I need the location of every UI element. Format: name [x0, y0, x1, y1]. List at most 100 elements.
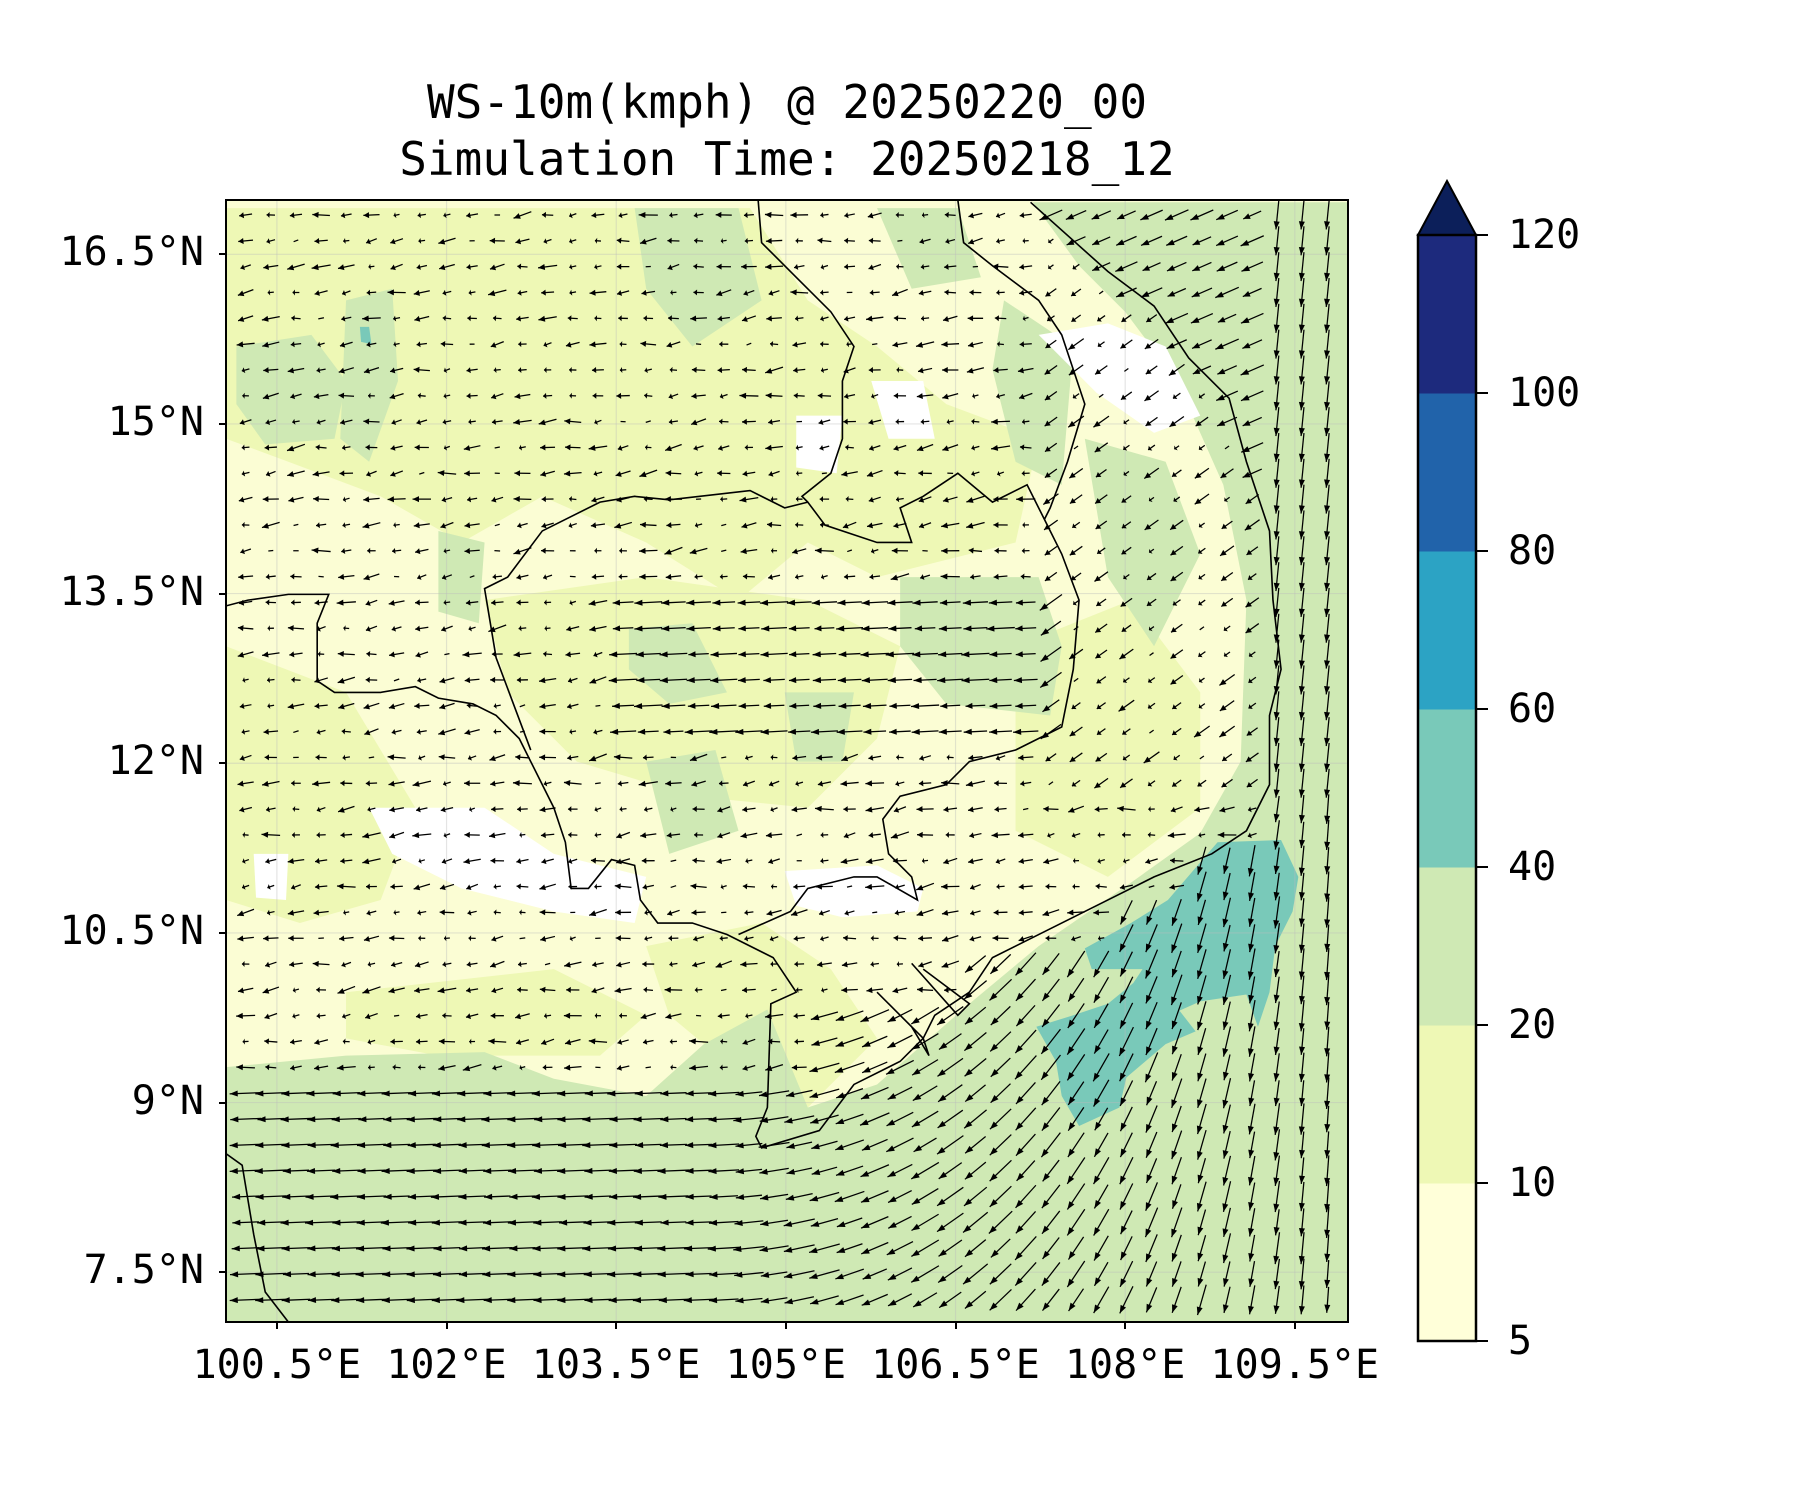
wind-arrow — [1044, 468, 1058, 479]
wind-arrow — [816, 961, 832, 968]
wind-arrow — [241, 884, 250, 890]
wind-arrow — [1092, 1157, 1110, 1185]
wind-arrow — [441, 858, 453, 865]
wind-arrow — [715, 960, 733, 968]
wind-arrow — [1273, 717, 1280, 747]
wind-arrow — [691, 393, 706, 400]
wind-arrow — [1248, 1208, 1256, 1237]
wind-arrow — [683, 1245, 714, 1252]
wind-arrow — [990, 1005, 1011, 1026]
wind-arrow — [1220, 468, 1234, 479]
wind-arrow — [543, 651, 553, 657]
wind-arrow — [1324, 1180, 1331, 1213]
wind-arrow — [918, 470, 932, 477]
wind-arrow — [418, 858, 426, 864]
wind-arrow — [866, 987, 884, 994]
wind-arrow — [318, 651, 325, 658]
wind-arrow — [1045, 883, 1057, 890]
wind-arrow — [1248, 1155, 1256, 1186]
wind-arrow — [742, 806, 756, 813]
wind-arrow — [920, 418, 930, 425]
wind-arrow — [607, 1090, 639, 1097]
wind-arrow — [1115, 235, 1137, 246]
wind-arrow — [355, 1245, 387, 1252]
wind-arrow — [657, 1245, 690, 1252]
wind-arrow — [267, 289, 274, 296]
wind-arrow — [1042, 493, 1059, 506]
wind-arrow — [811, 1140, 838, 1150]
wind-arrow — [462, 1063, 482, 1072]
wind-arrow — [738, 625, 760, 632]
wind-arrow — [1196, 1103, 1207, 1135]
wind-arrow — [590, 857, 605, 864]
wind-arrow — [1170, 1207, 1183, 1238]
wind-arrow — [1324, 897, 1331, 928]
wind-arrow — [1020, 573, 1031, 580]
wind-arrow — [616, 858, 631, 865]
wind-arrow — [733, 1245, 765, 1252]
wind-arrow — [507, 1271, 538, 1278]
wind-arrow — [644, 806, 653, 813]
wind-arrow — [563, 1012, 582, 1019]
wind-arrow — [569, 599, 577, 606]
wind-arrow — [543, 392, 553, 399]
wind-arrow — [868, 237, 881, 244]
wind-arrow — [307, 1297, 335, 1304]
wind-arrow — [365, 780, 378, 787]
wind-arrow — [795, 444, 803, 451]
wind-arrow — [1324, 1105, 1331, 1133]
wind-arrow — [792, 548, 807, 555]
wind-arrow — [1273, 1053, 1280, 1082]
wind-arrow — [994, 806, 1007, 813]
wind-arrow — [735, 1297, 763, 1304]
wind-arrow — [742, 780, 756, 787]
wind-arrow — [820, 574, 828, 580]
wind-arrow — [458, 1219, 486, 1226]
wind-arrow — [793, 367, 806, 374]
wind-arrow — [1248, 1261, 1256, 1288]
colorbar-segment — [1418, 393, 1476, 552]
wind-arrow — [608, 1167, 638, 1174]
wind-arrow — [516, 858, 529, 865]
wind-arrow — [292, 289, 300, 296]
wind-arrow — [367, 547, 376, 554]
wind-arrow — [1222, 1026, 1232, 1057]
wind-arrow — [1097, 858, 1105, 864]
wind-arrow — [636, 677, 661, 684]
wind-arrow — [261, 780, 280, 787]
wind-arrow — [738, 651, 760, 658]
wind-arrow — [390, 1038, 403, 1045]
wind-arrow — [337, 805, 355, 813]
wind-arrow — [685, 1116, 713, 1123]
wind-arrow — [820, 264, 829, 270]
wind-arrow — [469, 806, 476, 813]
wind-arrow — [922, 857, 929, 864]
wind-arrow — [743, 289, 755, 296]
wind-arrow — [1273, 795, 1280, 823]
wind-arrow — [458, 1193, 486, 1200]
wind-arrow — [262, 496, 279, 503]
wind-arrow — [887, 1293, 913, 1307]
wind-arrow — [539, 703, 556, 710]
wind-arrow — [291, 315, 301, 322]
wind-arrow — [744, 444, 753, 451]
x-tick-label: 105°E — [725, 1342, 847, 1388]
wind-arrow — [1298, 975, 1305, 1005]
wind-arrow — [509, 1193, 536, 1200]
wind-arrow — [415, 806, 428, 813]
wind-arrow — [694, 831, 704, 838]
x-tick-mark — [1293, 1322, 1296, 1329]
wind-arrow — [1015, 1210, 1037, 1234]
wind-arrow — [1068, 467, 1084, 479]
wind-arrow — [431, 1219, 463, 1226]
wind-arrow — [239, 703, 252, 710]
wind-arrow — [469, 575, 475, 579]
wind-arrow — [239, 419, 252, 426]
wind-arrow — [764, 1013, 784, 1020]
wind-arrow — [357, 1167, 386, 1174]
colorbar-label: 60 — [1508, 686, 1557, 732]
wind-arrow — [1324, 407, 1331, 437]
wind-arrow — [663, 728, 684, 735]
wind-arrow — [1094, 1107, 1109, 1131]
wind-arrow — [413, 883, 431, 891]
